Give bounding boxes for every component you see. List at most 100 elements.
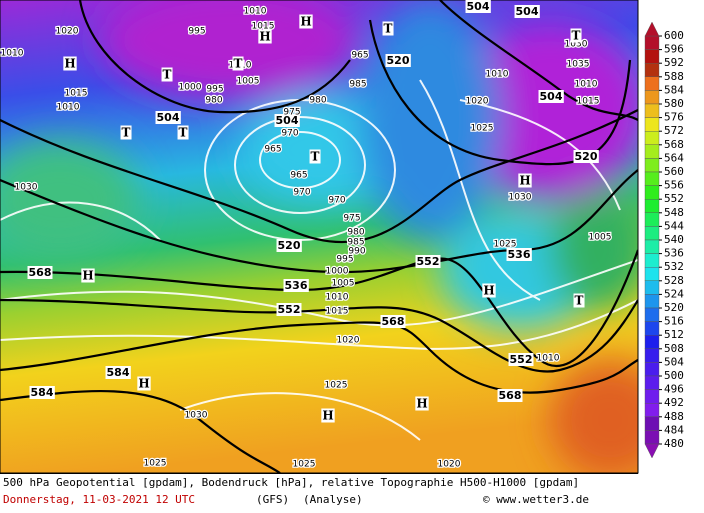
geopotential-label: 552 <box>510 353 533 366</box>
pressure-center-box <box>177 125 189 140</box>
pressure-center-group: T <box>161 67 173 82</box>
color-bar-cell <box>644 430 660 445</box>
pressure-center: H <box>322 409 333 423</box>
pressure-center: T <box>572 29 581 43</box>
color-bar-label: 568 <box>664 138 684 151</box>
color-bar-cell <box>644 226 660 241</box>
pressure-label: 1010 <box>326 293 349 303</box>
pressure-center: T <box>179 126 188 140</box>
color-bar-label: 516 <box>664 315 684 328</box>
pressure-label: 1030 <box>565 40 588 50</box>
pressure-label: 1000 <box>326 267 349 277</box>
color-bar-label: 544 <box>664 219 684 232</box>
geopotential-label-group: 536 <box>506 248 532 261</box>
pressure-label: 995 <box>206 85 223 95</box>
geopotential-label: 504 <box>467 0 490 13</box>
footer-date: Donnerstag, 11-03-2021 12 UTC <box>3 493 195 506</box>
pressure-label: 1010 <box>537 354 560 364</box>
geopotential-label-group: 504 <box>155 111 181 124</box>
color-bar-label: 564 <box>664 151 684 164</box>
pressure-center-box <box>415 396 429 411</box>
color-bar-label: 572 <box>664 124 684 137</box>
geopotential-label: 504 <box>540 90 563 103</box>
color-bar-label: 556 <box>664 179 684 192</box>
color-bar-cell <box>644 185 660 200</box>
pressure-center: T <box>575 294 584 308</box>
pressure-label: 970 <box>293 188 310 198</box>
color-bar-label: 560 <box>664 165 684 178</box>
pressure-center: H <box>259 30 270 44</box>
geopotential-label-box <box>514 5 540 18</box>
geopotential-label: 584 <box>31 386 54 399</box>
geopotential-label-box <box>415 255 441 268</box>
geopotential-label-box <box>274 114 300 127</box>
geopotential-label-box <box>508 353 534 366</box>
pressure-center: T <box>234 57 243 71</box>
color-bar-label: 584 <box>664 83 684 96</box>
pressure-center: T <box>122 126 131 140</box>
pressure-center-group: H <box>81 268 95 283</box>
geopotential-label-box <box>155 111 181 124</box>
pressure-label: 995 <box>336 255 353 265</box>
pressure-label: 965 <box>290 171 307 181</box>
pressure-label: 995 <box>188 27 205 37</box>
pressure-center: H <box>483 284 494 298</box>
pressure-center-box <box>63 56 77 71</box>
geopotential-label: 520 <box>278 239 301 252</box>
geopotential-label: 536 <box>508 248 531 261</box>
geopotential-label: 504 <box>516 5 539 18</box>
pressure-center-box <box>232 56 244 71</box>
pressure-center-group: T <box>232 56 244 71</box>
color-bar-cell <box>644 103 660 118</box>
geopotential-label: 568 <box>29 266 52 279</box>
geopotential-label-box <box>497 389 523 402</box>
pressure-center-box <box>570 28 582 43</box>
color-bar-label: 532 <box>664 260 684 273</box>
color-bar-cell <box>644 362 660 377</box>
color-bar-label: 524 <box>664 287 684 300</box>
pressure-label: 975 <box>283 108 300 118</box>
pressure-label: 1020 <box>56 27 79 37</box>
pressure-center-group: T <box>309 149 321 164</box>
pressure-label: 1025 <box>471 124 494 134</box>
pressure-label: 1025 <box>293 460 316 470</box>
pressure-label: 970 <box>281 129 298 139</box>
geopotential-label-box <box>465 0 491 13</box>
pressure-center-group: H <box>482 283 496 298</box>
geopotential-label-box <box>538 90 564 103</box>
pressure-center-group: H <box>518 173 532 188</box>
pressure-label: 1020 <box>337 336 360 346</box>
pressure-label: 1020 <box>438 460 461 470</box>
pressure-center-group: T <box>120 125 132 140</box>
geopotential-label: 536 <box>285 279 308 292</box>
color-bar-cell <box>644 158 660 173</box>
pressure-center: H <box>416 397 427 411</box>
footer-run: (Analyse) <box>303 493 363 506</box>
pressure-center-group: H <box>415 396 429 411</box>
pressure-center-group: H <box>299 14 313 29</box>
color-bar-label: 500 <box>664 369 684 382</box>
pressure-center: H <box>300 15 311 29</box>
pressure-center-box <box>482 283 496 298</box>
color-bar-label: 600 <box>664 29 684 42</box>
color-bar-cell <box>644 90 660 105</box>
color-bar-label: 496 <box>664 383 684 396</box>
pressure-label: 1010 <box>486 70 509 80</box>
color-bar-label: 520 <box>664 301 684 314</box>
color-bar-cell <box>644 280 660 295</box>
color-bar-cell <box>644 375 660 390</box>
color-bar-label: 576 <box>664 111 684 124</box>
pressure-label: 980 <box>205 96 222 106</box>
geopotential-label-box <box>573 150 599 163</box>
color-bar-cell <box>644 348 660 363</box>
pressure-center-group: H <box>63 56 77 71</box>
pressure-center: T <box>384 22 393 36</box>
geopotential-label-group: 584 <box>105 366 131 379</box>
geopotential-label: 552 <box>278 303 301 316</box>
color-bar-cell <box>644 239 660 254</box>
color-bar-cell <box>644 267 660 282</box>
geopotential-label-box <box>276 303 302 316</box>
color-bar-cell <box>644 403 660 418</box>
color-bar-label: 592 <box>664 56 684 69</box>
pressure-center-box <box>382 21 394 36</box>
